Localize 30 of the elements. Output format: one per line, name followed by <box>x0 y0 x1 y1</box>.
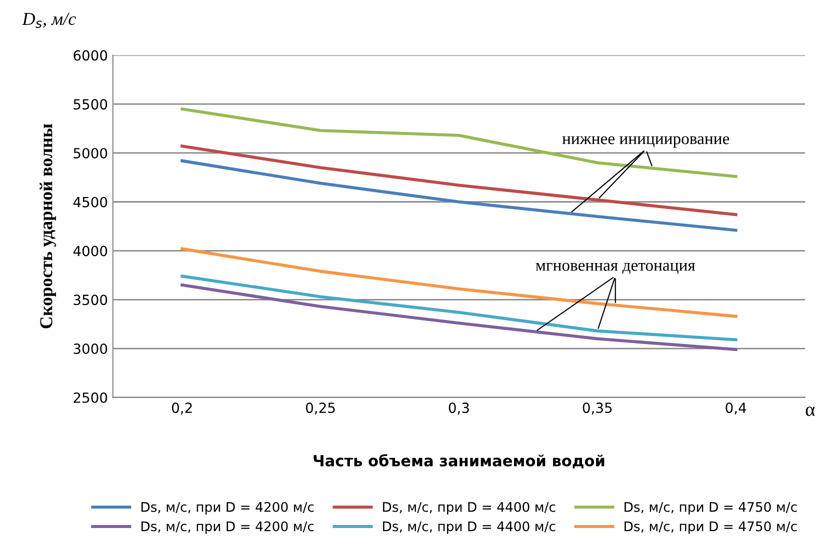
y-tick-label: 4500 <box>73 196 108 208</box>
line-series <box>180 274 738 342</box>
legend-label: Ds, м/с, при D = 4750 м/с <box>624 521 797 534</box>
legend-label: Ds, м/с, при D = 4400 м/с <box>383 521 556 534</box>
text: α <box>806 406 815 416</box>
y-tick-label: 3500 <box>74 294 108 306</box>
y-tick-label: 5500 <box>74 99 108 110</box>
y-tick-label: 4000 <box>73 246 108 256</box>
y-tick-label: 3000 <box>74 344 108 354</box>
y-tick-label: 5000 <box>74 148 108 158</box>
annotation: мгновенная детонация <box>536 262 696 274</box>
x-tick-label: 0,3 <box>448 402 469 414</box>
x-tick-label: 0,35 <box>582 402 612 414</box>
x-axis-title: Часть объема занимаемой водой <box>314 454 604 468</box>
legend-label: Ds, м/с, при D = 4200 м/с <box>141 502 314 514</box>
x-tick-label: 0,2 <box>172 402 192 414</box>
text: D$_{s}$, м/с <box>22 12 76 28</box>
legend-label: Ds, м/с, при D = 4200 м/с <box>141 521 314 534</box>
x-tick-label: 0,4 <box>726 402 746 414</box>
y-tick-label: 2500 <box>74 392 108 403</box>
line-series <box>180 247 738 318</box>
y-tick-label: 6000 <box>74 50 108 61</box>
y-axis-title: Скорость ударной волны <box>40 124 56 328</box>
legend-label: Ds, м/с, при D = 4400 м/с <box>383 502 556 514</box>
line-series <box>180 107 738 178</box>
annotation: нижнее инициирование <box>562 136 730 148</box>
x-tick-label: 0,25 <box>306 402 335 414</box>
line-series <box>180 283 738 352</box>
line-series <box>180 159 738 232</box>
legend-label: Ds, м/с, при D = 4750 м/с <box>624 502 797 514</box>
